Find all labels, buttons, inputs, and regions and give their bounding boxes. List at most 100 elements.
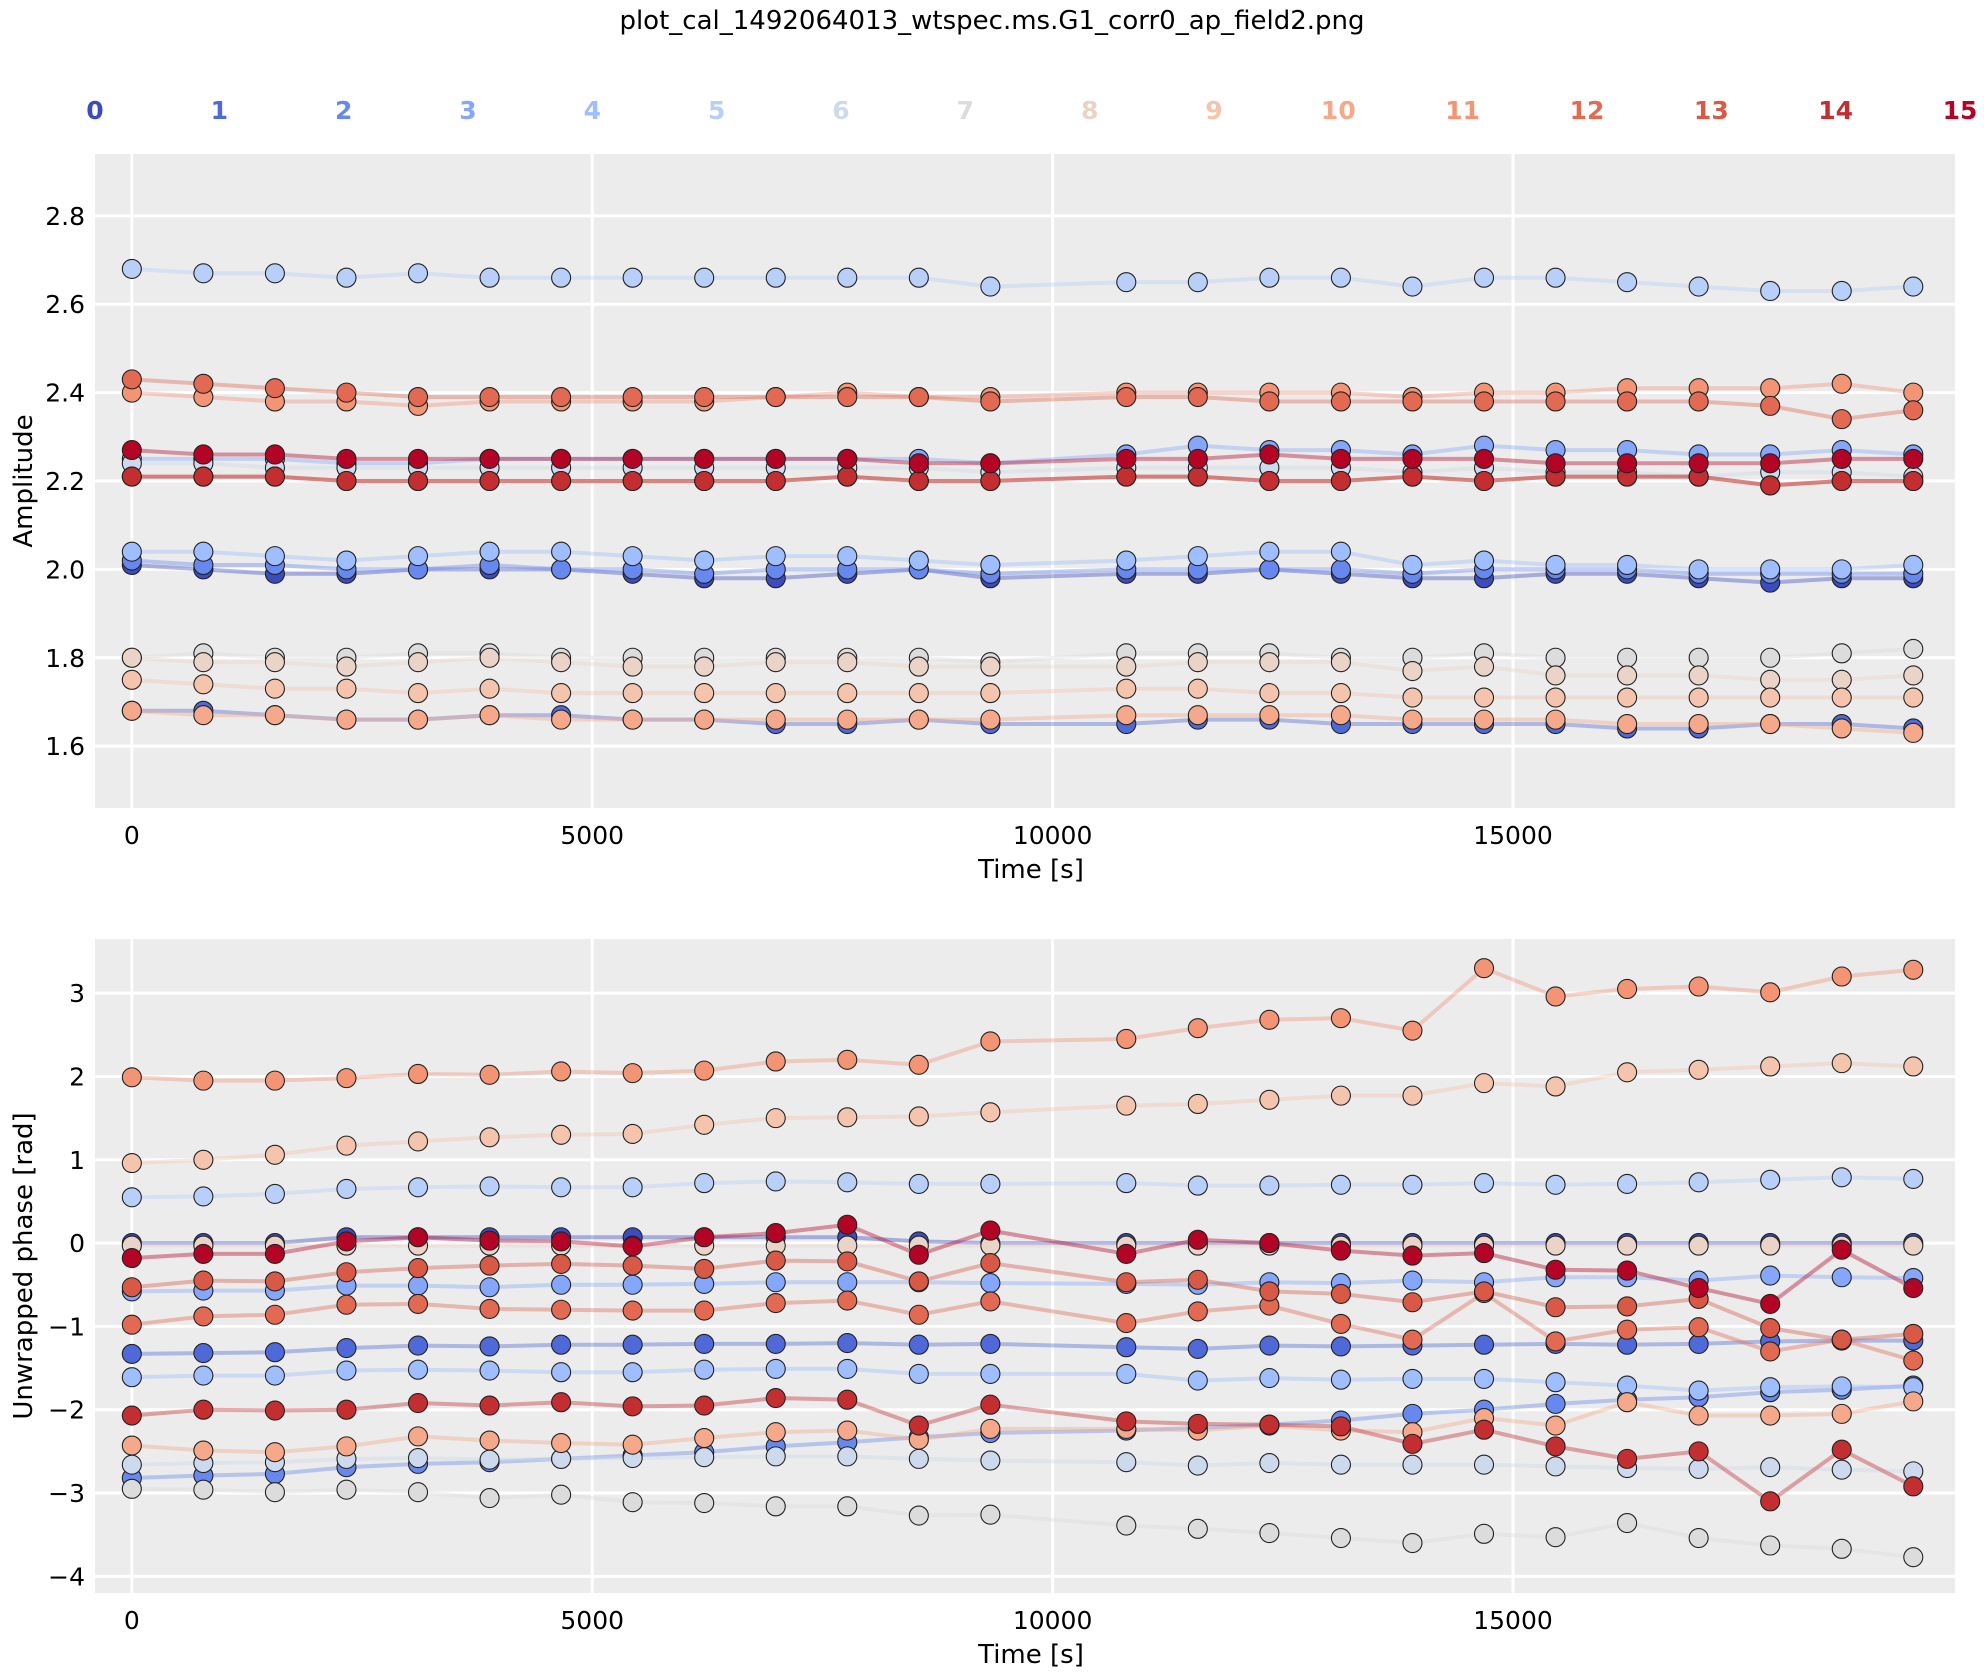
data-point-12 (694, 386, 715, 408)
data-point-15 (1259, 444, 1280, 465)
data-point-15 (1831, 448, 1852, 469)
data-point-11 (407, 1063, 429, 1085)
data-point-4 (479, 541, 500, 562)
data-point-15 (121, 1248, 142, 1269)
y-axis-label: Unwrapped phase [rad] (9, 1112, 39, 1419)
data-point-14 (694, 470, 715, 492)
data-point-11 (1688, 976, 1709, 997)
data-point-8 (980, 656, 1001, 677)
data-point-9 (694, 683, 715, 704)
data-point-15 (1760, 1293, 1781, 1314)
data-point-4 (1688, 559, 1709, 580)
data-point-5 (1831, 1167, 1852, 1188)
data-point-15 (264, 1243, 285, 1264)
x-tick-label: 0 (124, 821, 140, 850)
data-point-7 (551, 1484, 572, 1505)
data-point-4 (837, 546, 858, 567)
data-point-13 (1760, 1318, 1781, 1339)
data-point-9 (1473, 687, 1495, 708)
data-point-4 (121, 541, 142, 562)
data-point-15 (1473, 1243, 1495, 1264)
data-point-11 (694, 1060, 715, 1081)
data-point-7 (837, 1496, 858, 1517)
data-point-9 (121, 669, 142, 690)
data-point-8 (121, 647, 142, 668)
data-point-5 (551, 267, 572, 288)
data-point-4 (837, 1358, 858, 1379)
data-point-6 (980, 1450, 1001, 1471)
data-point-10 (694, 1427, 715, 1449)
y-tick-label: −2 (48, 1396, 85, 1425)
legend-label-14: 14 (1818, 96, 1854, 125)
data-point-11 (1760, 378, 1781, 399)
data-point-15 (264, 444, 285, 465)
data-point-12 (622, 1300, 643, 1321)
data-point-10 (336, 709, 357, 730)
data-point-15 (1259, 1233, 1280, 1254)
data-point-7 (479, 1487, 500, 1509)
data-point-7 (1903, 1547, 1924, 1568)
data-point-9 (1116, 1095, 1137, 1116)
data-point-12 (980, 1291, 1001, 1312)
data-point-14 (1903, 1476, 1924, 1497)
data-point-13 (479, 1255, 500, 1276)
data-point-1 (121, 1343, 142, 1364)
data-point-4 (1760, 559, 1781, 580)
data-point-12 (908, 1304, 929, 1325)
data-point-5 (336, 1178, 357, 1199)
y-tick-label: 0 (69, 1229, 85, 1258)
data-point-15 (980, 1220, 1001, 1241)
data-point-11 (336, 1068, 357, 1089)
data-point-4 (1187, 546, 1208, 567)
data-point-9 (622, 1123, 643, 1145)
data-point-4 (908, 1363, 929, 1384)
data-point-5 (694, 267, 715, 288)
data-point-14 (1760, 475, 1781, 496)
y-tick-label: 2.4 (45, 379, 85, 408)
data-point-5 (264, 263, 285, 284)
data-point-11 (1903, 959, 1924, 980)
data-point-4 (1473, 550, 1495, 571)
data-point-9 (1330, 1085, 1351, 1106)
data-point-1 (193, 1343, 214, 1364)
data-point-6 (1330, 1454, 1351, 1475)
data-point-15 (1187, 1229, 1208, 1250)
data-point-12 (1831, 409, 1852, 430)
legend-label-10: 10 (1320, 96, 1356, 125)
data-point-11 (1831, 966, 1852, 987)
data-point-12 (264, 378, 285, 399)
data-point-15 (694, 448, 715, 469)
data-point-8 (1116, 656, 1137, 677)
data-point-1 (1330, 1336, 1351, 1357)
data-point-15 (336, 1231, 357, 1252)
y-tick-label: 1.6 (45, 732, 85, 761)
data-point-12 (121, 369, 142, 390)
data-point-14 (121, 466, 142, 487)
data-point-15 (837, 1214, 858, 1235)
data-point-12 (1760, 1341, 1781, 1362)
data-point-15 (407, 448, 429, 469)
y-tick-label: 2.2 (45, 467, 85, 496)
data-point-9 (1545, 687, 1566, 708)
data-point-4 (1187, 1370, 1208, 1391)
data-point-4 (479, 1360, 500, 1381)
data-point-4 (264, 1365, 285, 1386)
data-point-7 (1903, 638, 1924, 659)
data-point-12 (1187, 386, 1208, 408)
data-point-12 (1330, 391, 1351, 412)
data-point-3 (837, 1272, 858, 1293)
data-point-4 (336, 550, 357, 571)
data-point-12 (1760, 395, 1781, 416)
data-point-3 (479, 1277, 500, 1298)
data-point-15 (1330, 448, 1351, 469)
data-point-10 (1116, 705, 1137, 726)
data-point-4 (980, 554, 1001, 576)
data-point-9 (1402, 1085, 1423, 1106)
data-point-9 (1187, 1093, 1208, 1115)
data-point-15 (1903, 1278, 1924, 1299)
data-point-9 (407, 1131, 429, 1152)
data-point-15 (407, 1227, 429, 1248)
data-point-13 (1330, 1283, 1351, 1304)
data-point-14 (1473, 1419, 1495, 1440)
data-point-10 (837, 709, 858, 730)
